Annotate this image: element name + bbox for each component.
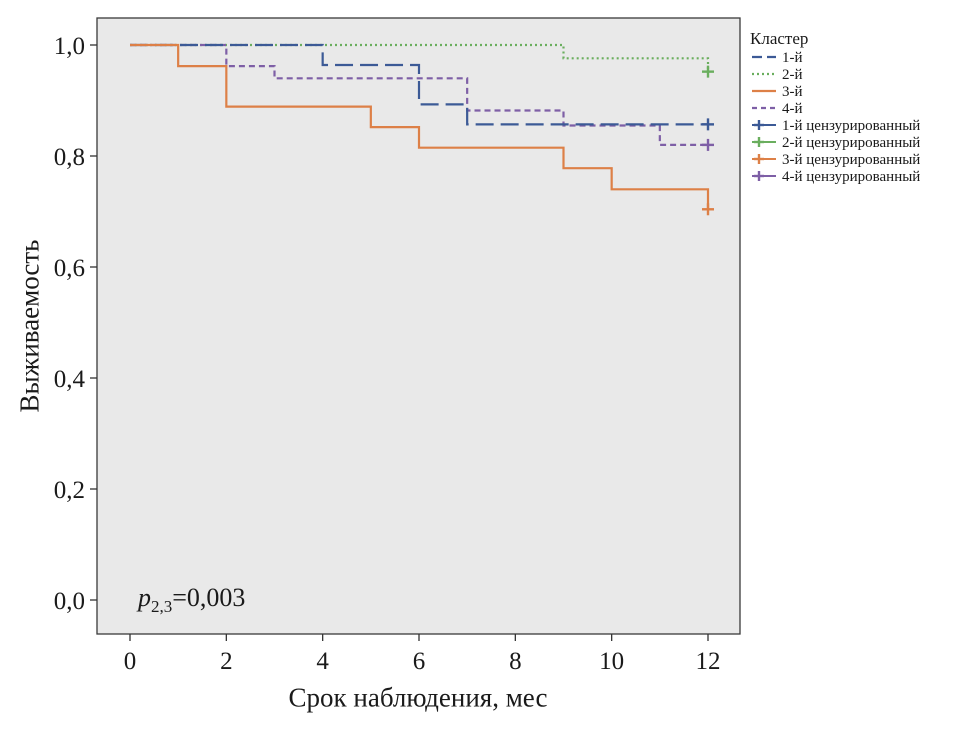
p-value-annotation: p2,3=0,003	[138, 583, 245, 617]
y-tick-label: 0,6	[54, 255, 85, 282]
y-tick-label: 0,8	[54, 144, 85, 171]
series-line-4-й	[130, 43, 708, 146]
legend-label: 3-й	[782, 84, 803, 100]
x-tick-label: 2	[220, 648, 233, 675]
legend-label: 4-й цензурированный	[782, 169, 920, 185]
series-line-1-й	[130, 43, 708, 126]
x-tick-label: 8	[509, 648, 522, 675]
legend-title: Кластер	[750, 29, 808, 48]
p-symbol: p	[138, 583, 151, 612]
legend-label: 3-й цензурированный	[782, 152, 920, 168]
p-value-text: =0,003	[172, 583, 246, 612]
x-tick-label: 0	[124, 648, 137, 675]
x-tick-label: 12	[696, 648, 721, 675]
series-line-2-й	[130, 43, 710, 72]
y-tick-label: 1,0	[54, 33, 85, 60]
legend-label: 1-й	[782, 50, 803, 66]
y-axis-title: Выживаемость	[14, 239, 45, 413]
x-tick-label: 4	[316, 648, 329, 675]
legend-label: 1-й цензурированный	[782, 118, 920, 134]
x-tick-label: 10	[599, 648, 624, 675]
y-tick-label: 0,2	[54, 477, 85, 504]
p-subscript: 2,3	[151, 597, 173, 617]
series-line-3-й	[130, 43, 710, 210]
legend-label: 2-й цензурированный	[782, 135, 920, 151]
legend-label: 4-й	[782, 101, 803, 117]
y-tick-label: 0,4	[54, 366, 86, 393]
y-tick-label: 0,0	[54, 588, 85, 615]
x-tick-label: 6	[413, 648, 426, 675]
legend-label: 2-й	[782, 67, 803, 83]
plot-panel	[96, 17, 741, 635]
x-axis-title: Срок наблюдения, мес	[288, 682, 548, 713]
